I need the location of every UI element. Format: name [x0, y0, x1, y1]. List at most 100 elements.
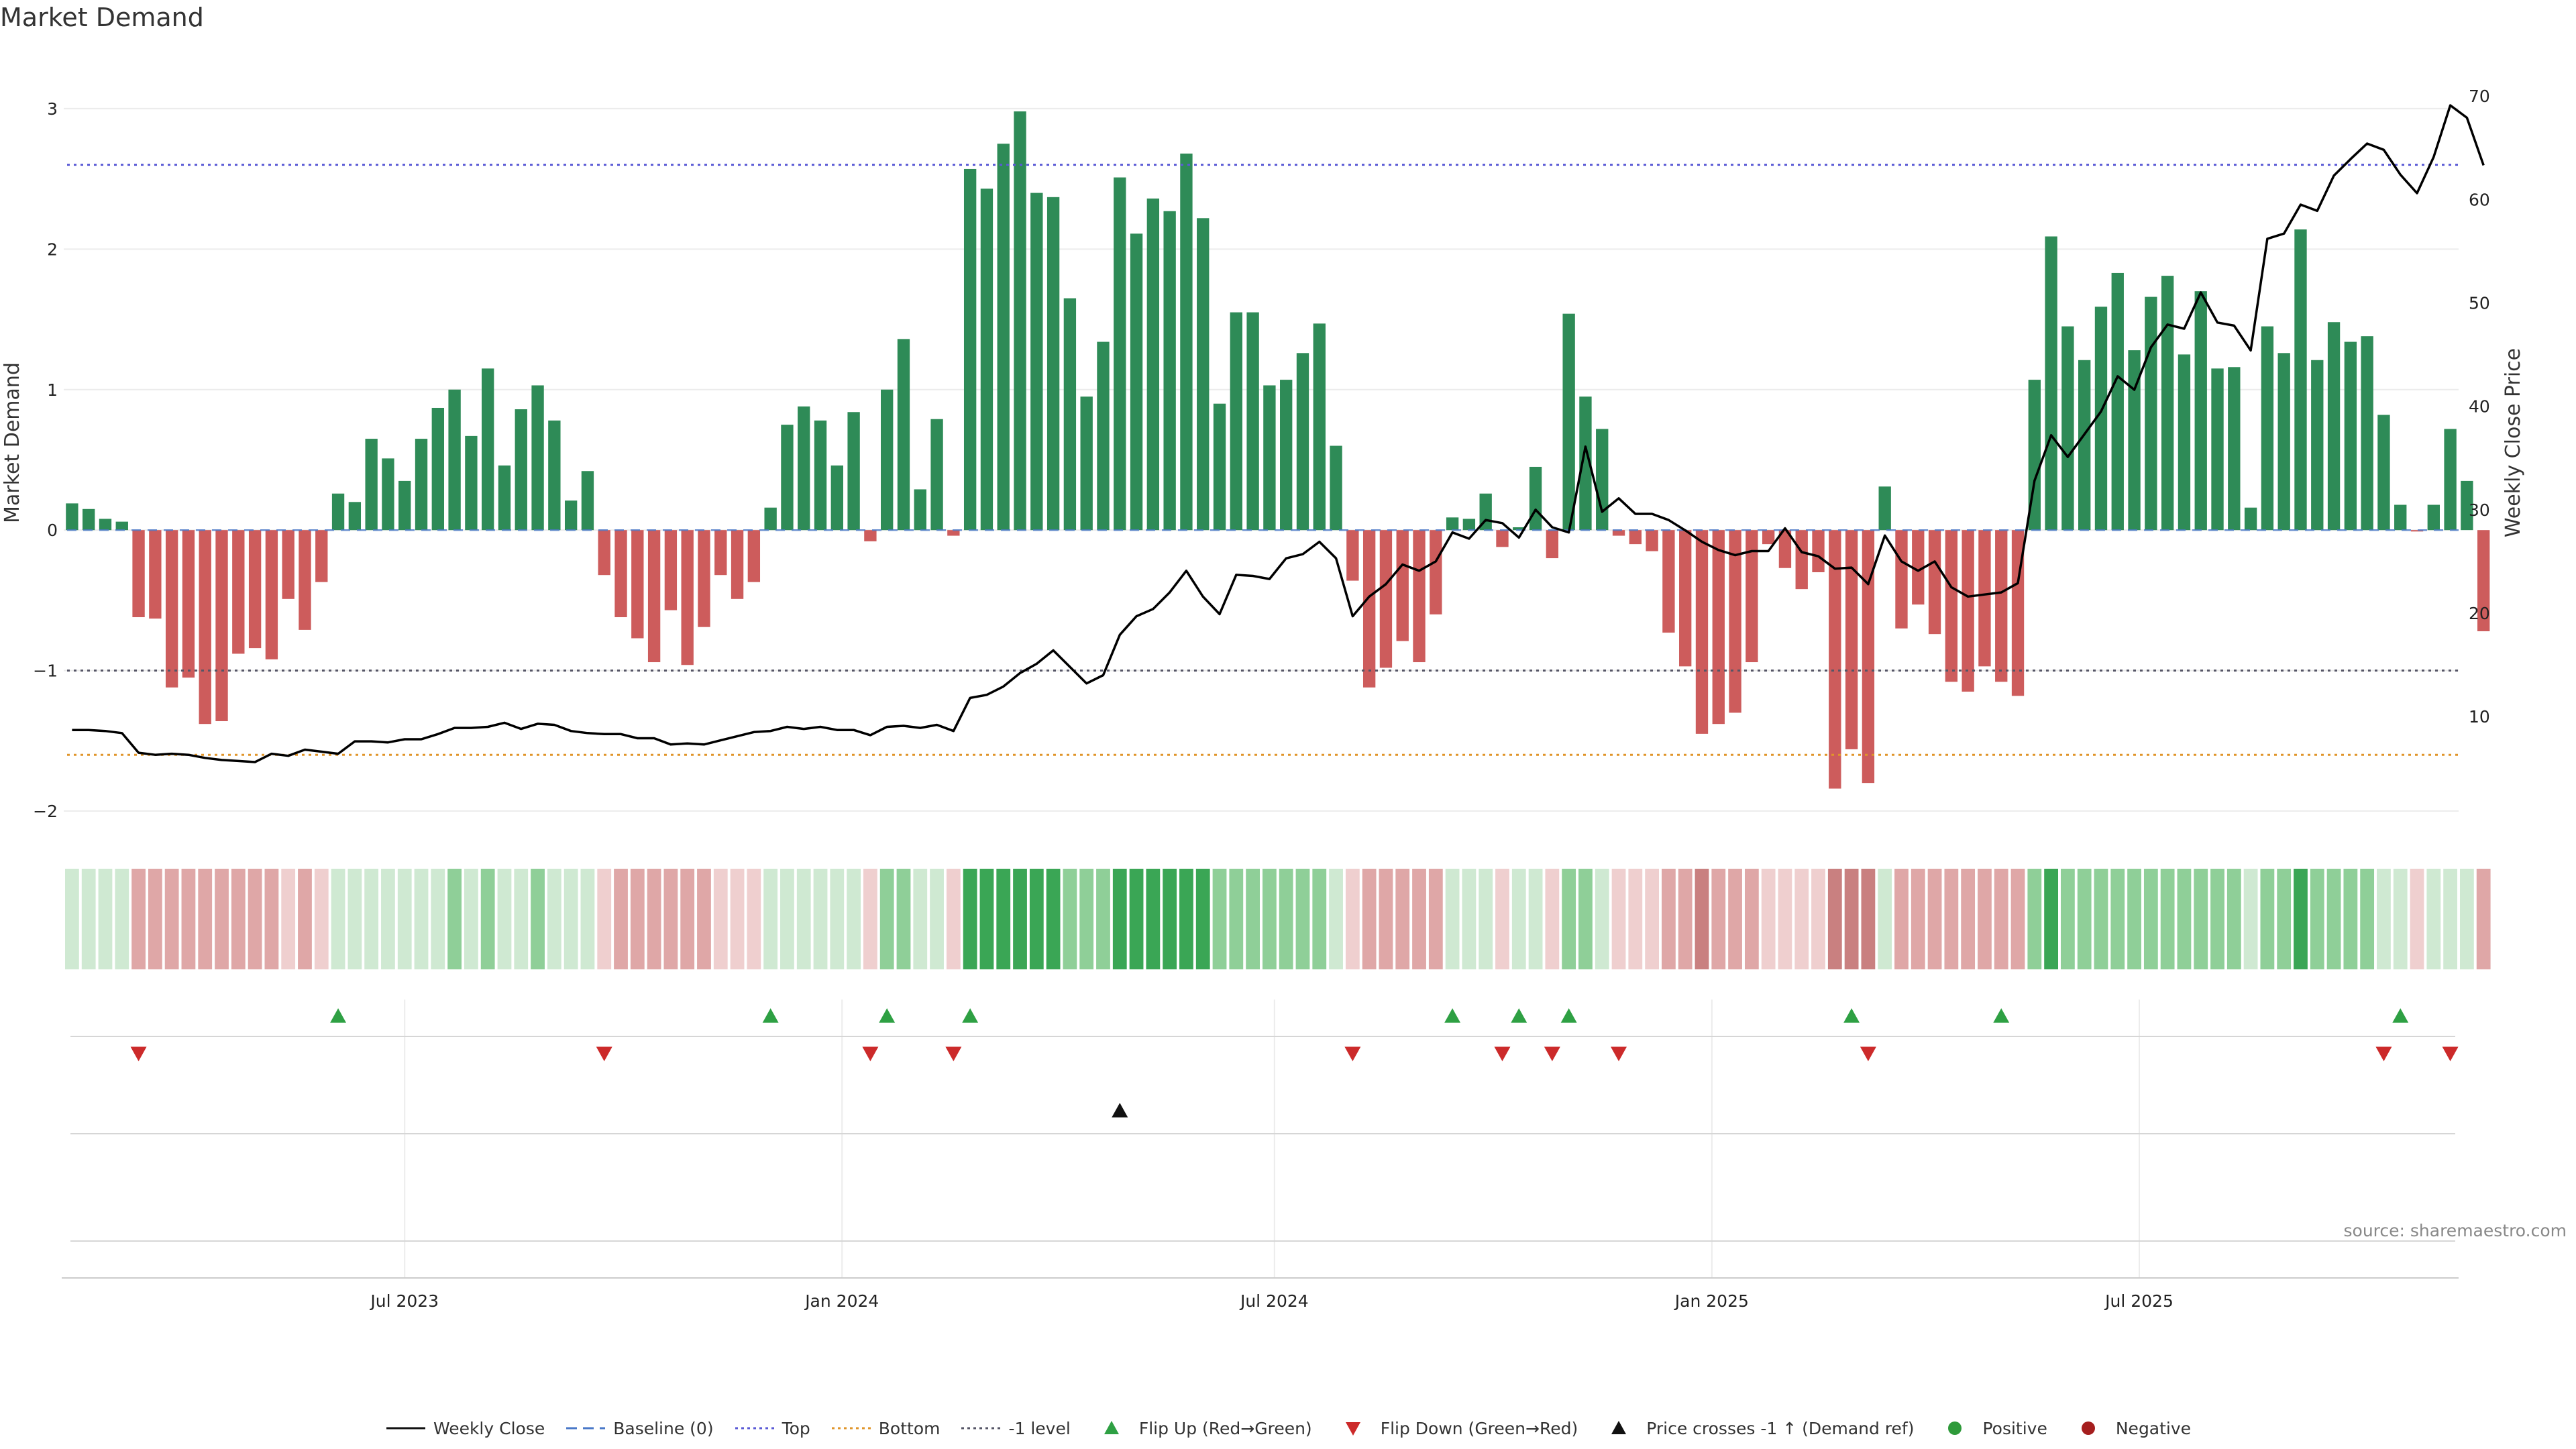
demand-bar	[1729, 530, 1741, 713]
demand-bar	[847, 412, 860, 531]
demand-bar	[2211, 368, 2224, 531]
flip-up-marker	[879, 1008, 896, 1023]
heat-cell	[2010, 869, 2025, 969]
demand-bar	[1596, 429, 1609, 531]
heat-cell	[2360, 869, 2375, 969]
heat-cell	[1545, 869, 1560, 969]
heat-cell	[946, 869, 961, 969]
demand-bar	[980, 189, 994, 531]
x-tick-label: Jul 2024	[1239, 1291, 1309, 1311]
demand-bar	[1330, 445, 1342, 531]
demand-bar	[1163, 211, 1176, 531]
y2-tick-label: 30	[2469, 500, 2490, 520]
heat-cell	[930, 869, 944, 969]
legend-swatch	[831, 1427, 871, 1430]
heat-cell	[331, 869, 345, 969]
heat-cell	[1195, 869, 1210, 969]
legend-label: Baseline (0)	[613, 1418, 714, 1438]
demand-bar	[1995, 530, 2008, 682]
flip-down-marker	[1344, 1046, 1361, 1061]
heat-cell	[730, 869, 745, 969]
heat-cell	[1345, 869, 1360, 969]
heat-cell	[1978, 869, 1992, 969]
flip-up-marker	[762, 1008, 779, 1023]
heat-cell	[1445, 869, 1460, 969]
heat-cell	[1362, 869, 1377, 969]
demand-bar	[747, 530, 761, 582]
demand-bar	[2361, 336, 2373, 531]
heat-cell	[1163, 869, 1177, 969]
demand-bar	[1280, 380, 1293, 531]
heat-cell	[564, 869, 578, 969]
demand-bar	[548, 420, 561, 531]
heat-cell	[630, 869, 645, 969]
demand-bar	[631, 530, 644, 639]
heat-cell	[198, 869, 213, 969]
heat-cell	[996, 869, 1011, 969]
demand-bar	[215, 530, 228, 722]
heat-cell	[2343, 869, 2358, 969]
demand-bar	[531, 385, 544, 531]
heat-cell	[2277, 869, 2292, 969]
heat-cell	[2443, 869, 2457, 969]
demand-bar	[431, 407, 444, 531]
demand-bar	[398, 480, 411, 531]
legend-item: Weekly Close	[385, 1418, 545, 1438]
heat-cell	[1728, 869, 1742, 969]
demand-bar	[1379, 530, 1393, 668]
demand-bar	[1978, 530, 1991, 667]
demand-bar	[1130, 233, 1143, 531]
demand-bar	[1679, 530, 1692, 667]
demand-bar	[66, 503, 78, 531]
heat-cell	[697, 869, 711, 969]
legend-label: Flip Down (Green→Red)	[1380, 1418, 1578, 1438]
heat-cell	[447, 869, 462, 969]
heat-cell	[1146, 869, 1161, 969]
grid	[64, 107, 2459, 1278]
demand-bar	[1795, 530, 1808, 590]
y-tick-label: −1	[33, 661, 58, 681]
legend-label: Negative	[2115, 1418, 2192, 1438]
demand-bar	[2111, 272, 2124, 531]
flip-down-marker	[130, 1046, 147, 1061]
legend-item: Price crosses -1 ↑ (Demand ref)	[1598, 1418, 1914, 1438]
demand-bar	[2094, 307, 2108, 531]
legend-label: Weekly Close	[433, 1418, 545, 1438]
demand-bar	[963, 168, 977, 531]
demand-bar	[864, 530, 877, 541]
demand-bar	[448, 389, 461, 531]
heat-cell	[2210, 869, 2224, 969]
heat-cell	[2143, 869, 2158, 969]
heat-cell	[1861, 869, 1876, 969]
flip-up-marker	[330, 1008, 347, 1023]
heat-cell	[663, 869, 678, 969]
demand-bar	[1746, 530, 1758, 663]
demand-bar	[598, 530, 610, 576]
heat-cell	[2061, 869, 2075, 969]
demand-bar	[1513, 527, 1525, 531]
demand-bar	[1446, 517, 1459, 531]
heat-cell	[1645, 869, 1659, 969]
heat-cell	[1229, 869, 1244, 969]
demand-bar	[1546, 530, 1559, 559]
demand-bar	[897, 339, 910, 531]
demand-bar	[348, 502, 362, 531]
heat-cell	[2127, 869, 2141, 969]
heat-cell	[647, 869, 661, 969]
demand-bar	[365, 439, 378, 531]
demand-bar	[1712, 530, 1725, 724]
heat-cell	[2310, 869, 2324, 969]
demand-bar	[2277, 353, 2290, 531]
heat-cell	[1096, 869, 1110, 969]
demand-bar	[1945, 530, 1958, 682]
demand-bar	[1080, 396, 1093, 531]
y2-tick-label: 70	[2469, 87, 2490, 106]
heat-cell	[264, 869, 279, 969]
heat-cell	[2110, 869, 2125, 969]
x-tick-label: Jul 2025	[2104, 1291, 2174, 1311]
heat-cell	[2243, 869, 2258, 969]
heat-cell	[1662, 869, 1676, 969]
y-tick-label: 3	[47, 99, 58, 119]
y2-tick-label: 40	[2469, 397, 2490, 417]
